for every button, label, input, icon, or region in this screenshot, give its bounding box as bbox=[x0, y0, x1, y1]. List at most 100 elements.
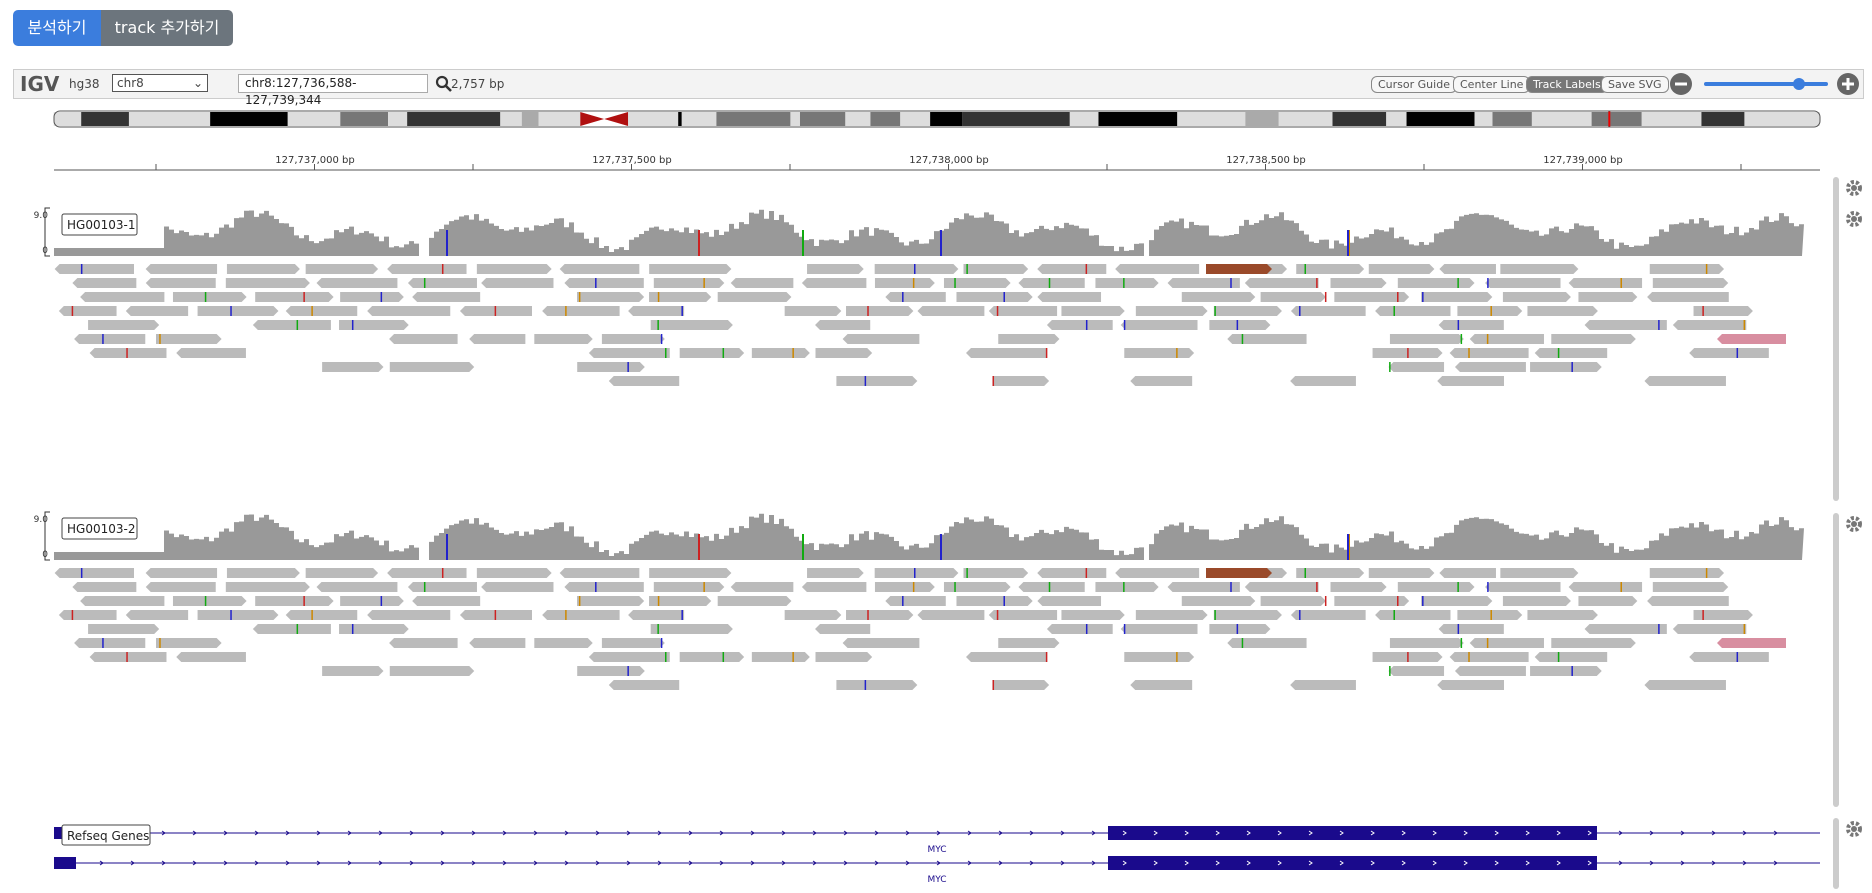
search-icon[interactable] bbox=[435, 75, 453, 93]
locus-input[interactable]: chr8:127,736,588-127,739,344 bbox=[238, 74, 428, 107]
band bbox=[1278, 112, 1333, 126]
read-mismatch bbox=[792, 348, 794, 358]
coverage-mismatch bbox=[698, 534, 700, 560]
read-mismatch bbox=[565, 610, 567, 620]
band bbox=[962, 112, 1070, 126]
read bbox=[1389, 334, 1464, 344]
read-mismatch bbox=[71, 306, 74, 316]
read bbox=[1290, 376, 1356, 386]
read-mismatch bbox=[1123, 582, 1125, 592]
read-highlight bbox=[1206, 568, 1272, 578]
band bbox=[845, 112, 871, 126]
read bbox=[367, 306, 451, 316]
read bbox=[412, 596, 481, 606]
logo: IGV bbox=[20, 72, 60, 96]
strand-arrow bbox=[967, 860, 972, 866]
strand-arrow bbox=[254, 860, 259, 866]
coverage-mismatch bbox=[698, 230, 700, 256]
read bbox=[564, 582, 644, 592]
strand-arrow bbox=[1184, 830, 1189, 836]
strand-arrow bbox=[1184, 860, 1189, 866]
strand-arrow bbox=[905, 830, 910, 836]
read bbox=[1469, 638, 1544, 648]
read bbox=[155, 334, 222, 344]
read bbox=[534, 638, 593, 648]
zoom-control[interactable] bbox=[1670, 73, 1872, 97]
band bbox=[1406, 112, 1475, 126]
strand-arrow bbox=[1122, 860, 1127, 866]
read bbox=[846, 306, 914, 316]
band bbox=[1641, 112, 1702, 126]
read-mismatch bbox=[423, 582, 426, 592]
read bbox=[679, 652, 745, 662]
read bbox=[412, 292, 481, 302]
read bbox=[1260, 292, 1326, 302]
gear-center bbox=[1851, 185, 1857, 191]
add-track-button[interactable]: track 추가하기 bbox=[101, 10, 233, 46]
chromosome-select[interactable]: chr8 ⌄ bbox=[112, 74, 208, 92]
read bbox=[1290, 610, 1366, 620]
read bbox=[322, 666, 384, 676]
strand-arrow bbox=[1432, 830, 1437, 836]
read bbox=[1167, 582, 1240, 592]
band bbox=[128, 112, 211, 126]
read-mismatch bbox=[1085, 624, 1088, 634]
read-highlight bbox=[1717, 638, 1786, 648]
read bbox=[1115, 568, 1200, 578]
read bbox=[387, 568, 467, 578]
read bbox=[89, 348, 167, 358]
read-mismatch bbox=[102, 638, 104, 648]
read-mismatch bbox=[864, 376, 867, 386]
read bbox=[807, 568, 864, 578]
read bbox=[339, 624, 409, 634]
read bbox=[650, 624, 733, 634]
strand-arrow bbox=[1060, 830, 1065, 836]
analyze-button[interactable]: 분석하기 bbox=[13, 10, 101, 46]
strand-arrow bbox=[378, 860, 383, 866]
read bbox=[784, 610, 842, 620]
read bbox=[481, 278, 554, 288]
read-mismatch bbox=[311, 306, 313, 316]
read-mismatch bbox=[867, 306, 869, 316]
read bbox=[89, 652, 167, 662]
read bbox=[815, 652, 873, 662]
read bbox=[1693, 610, 1753, 620]
read-mismatch bbox=[1487, 582, 1489, 592]
strand-arrow bbox=[750, 860, 755, 866]
read bbox=[846, 610, 914, 620]
strand-arrow bbox=[626, 830, 631, 836]
read bbox=[965, 348, 1047, 358]
read bbox=[992, 376, 1050, 386]
read-mismatch bbox=[992, 680, 995, 690]
strand-arrow bbox=[936, 830, 941, 836]
read-mismatch bbox=[1123, 320, 1126, 330]
read bbox=[988, 610, 1058, 620]
gear-center bbox=[1851, 826, 1857, 832]
read-mismatch bbox=[996, 610, 999, 620]
read bbox=[943, 278, 1011, 288]
read-mismatch bbox=[1486, 334, 1489, 344]
read-mismatch bbox=[494, 306, 497, 316]
cursor-guide-button[interactable]: Cursor Guide bbox=[1371, 76, 1457, 93]
read bbox=[172, 292, 247, 302]
save-svg-button[interactable]: Save SVG bbox=[1601, 76, 1669, 93]
center-line-button[interactable]: Center Line bbox=[1453, 76, 1531, 93]
read bbox=[255, 292, 334, 302]
track-labels-button[interactable]: Track Labels bbox=[1526, 76, 1608, 93]
read-mismatch bbox=[966, 568, 968, 578]
read bbox=[801, 278, 867, 288]
strand-arrow bbox=[1711, 860, 1716, 866]
read-highlight bbox=[1206, 264, 1272, 274]
strand-arrow bbox=[1308, 860, 1313, 866]
read bbox=[1244, 278, 1319, 288]
band bbox=[538, 112, 581, 126]
strand-arrow bbox=[254, 830, 259, 836]
read bbox=[601, 638, 665, 648]
read-mismatch bbox=[665, 652, 667, 662]
read-mismatch bbox=[1299, 306, 1301, 316]
read-mismatch bbox=[914, 264, 916, 274]
read-mismatch bbox=[1304, 264, 1307, 274]
read bbox=[992, 680, 1050, 690]
read bbox=[577, 362, 645, 372]
read bbox=[1454, 666, 1526, 676]
